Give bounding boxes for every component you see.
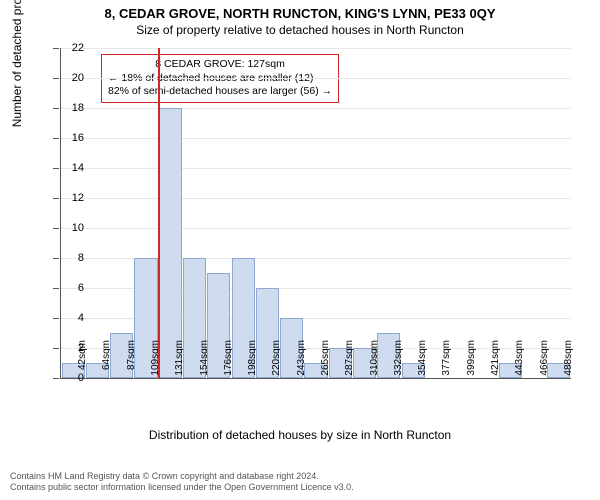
gridline [61, 48, 571, 49]
ytick [53, 378, 59, 379]
footer-line2: Contains public sector information licen… [10, 482, 354, 494]
ytick [53, 318, 59, 319]
xtick-label: 443sqm [514, 340, 525, 382]
ytick [53, 228, 59, 229]
footer-attribution: Contains HM Land Registry data © Crown c… [10, 471, 354, 494]
ytick-label: 8 [60, 252, 84, 264]
ytick [53, 138, 59, 139]
xtick-label: 377sqm [441, 340, 452, 382]
marker-line [158, 48, 160, 378]
callout-line3: 82% of semi-detached houses are larger (… [108, 85, 332, 99]
ytick-label: 0 [60, 372, 84, 384]
plot-area: 8 CEDAR GROVE: 127sqm ← 18% of detached … [60, 48, 571, 379]
callout-line1: 8 CEDAR GROVE: 127sqm [108, 58, 332, 72]
ytick [53, 288, 59, 289]
gridline [61, 198, 571, 199]
ytick [53, 348, 59, 349]
gridline [61, 138, 571, 139]
footer-line1: Contains HM Land Registry data © Crown c… [10, 471, 354, 483]
ytick-label: 12 [60, 192, 84, 204]
ytick-label: 18 [60, 102, 84, 114]
xtick-label: 354sqm [417, 340, 428, 382]
ytick-label: 4 [60, 312, 84, 324]
chart-subtitle: Size of property relative to detached ho… [0, 21, 600, 37]
ytick [53, 258, 59, 259]
xtick-label: 488sqm [563, 340, 574, 382]
ytick [53, 108, 59, 109]
y-axis-label: Number of detached properties [10, 0, 24, 127]
gridline [61, 228, 571, 229]
ytick [53, 168, 59, 169]
gridline [61, 108, 571, 109]
ytick-label: 22 [60, 42, 84, 54]
chart-container: 8, CEDAR GROVE, NORTH RUNCTON, KING'S LY… [0, 0, 600, 500]
chart-title: 8, CEDAR GROVE, NORTH RUNCTON, KING'S LY… [0, 0, 600, 21]
ytick [53, 198, 59, 199]
ytick [53, 48, 59, 49]
ytick [53, 78, 59, 79]
x-axis-label: Distribution of detached houses by size … [0, 428, 600, 442]
ytick-label: 16 [60, 132, 84, 144]
ytick-label: 10 [60, 222, 84, 234]
xtick-label: 399sqm [466, 340, 477, 382]
ytick-label: 2 [60, 342, 84, 354]
gridline [61, 78, 571, 79]
ytick-label: 20 [60, 72, 84, 84]
ytick-label: 6 [60, 282, 84, 294]
bar [159, 108, 182, 378]
gridline [61, 168, 571, 169]
ytick-label: 14 [60, 162, 84, 174]
